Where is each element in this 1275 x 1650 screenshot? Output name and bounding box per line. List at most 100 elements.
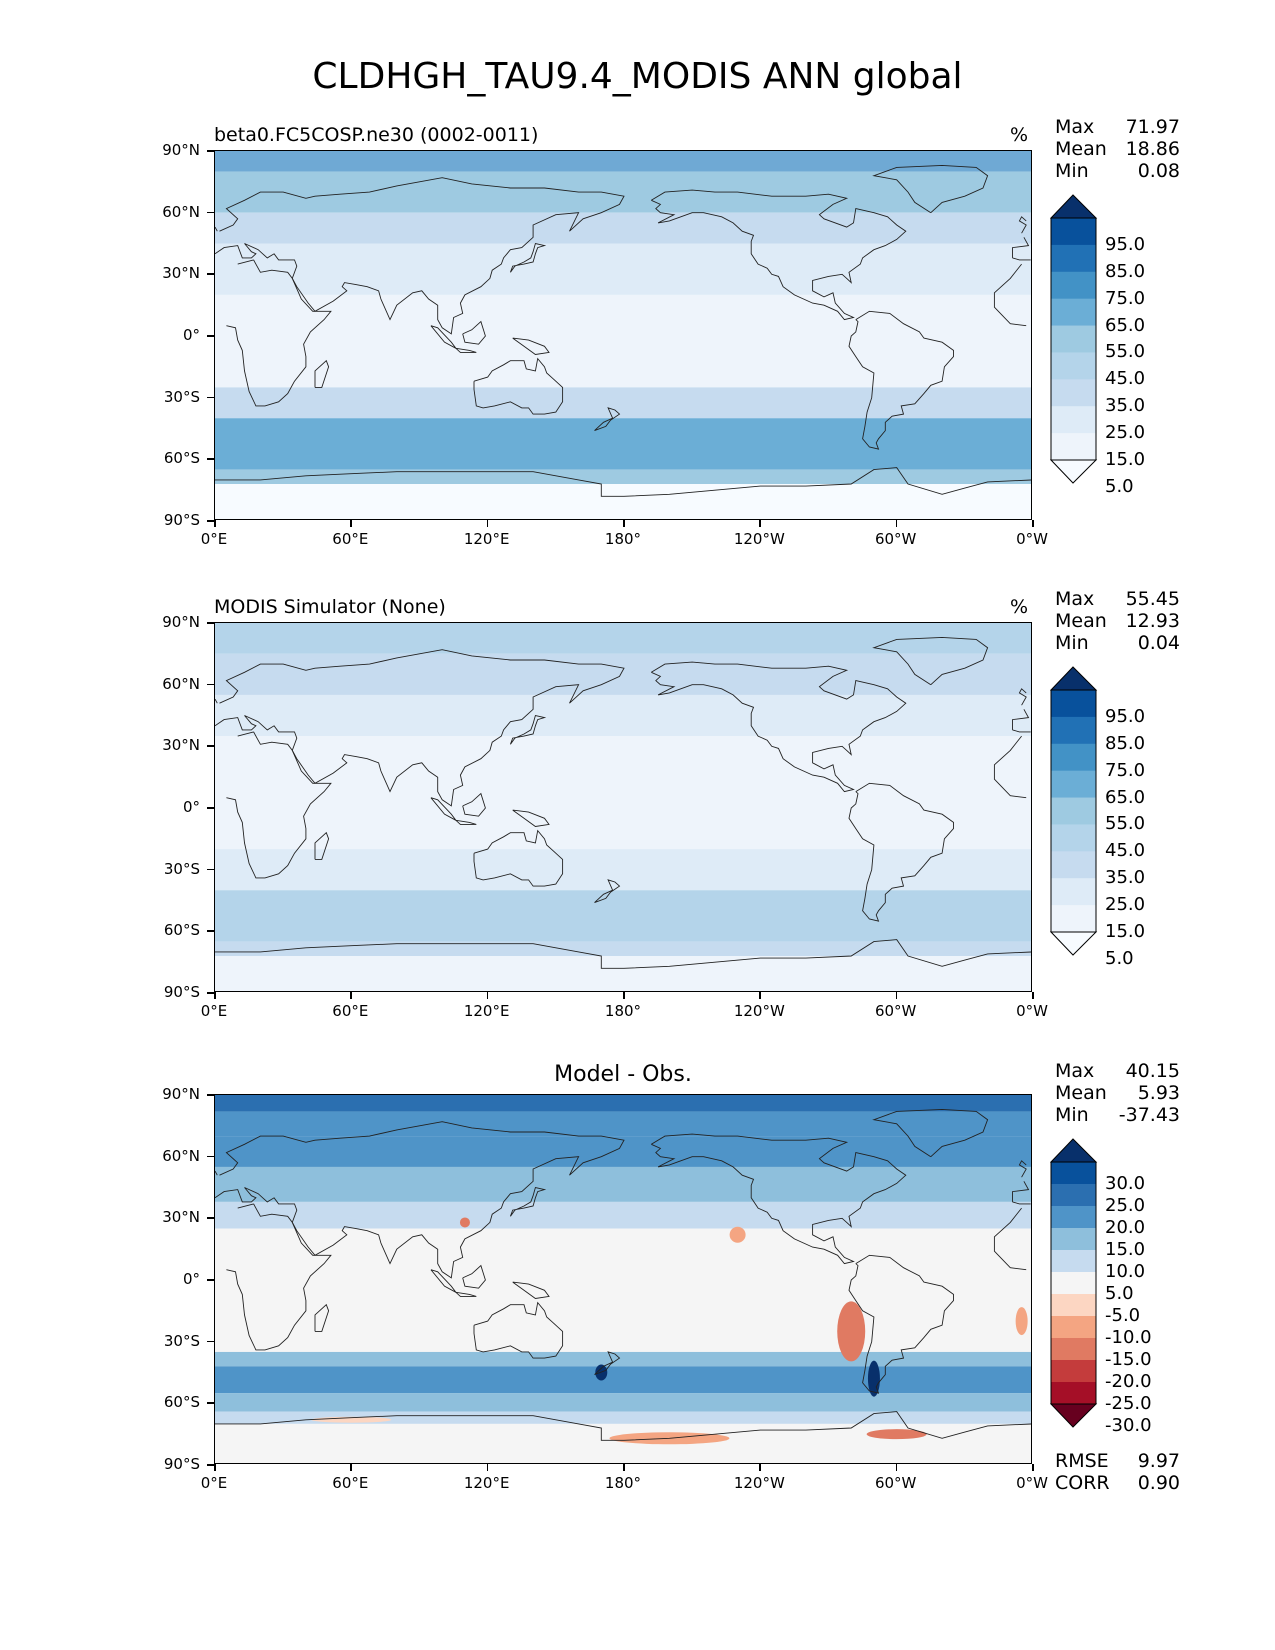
map-svg bbox=[215, 1095, 1031, 1463]
stat-row: Max 71.97 bbox=[1055, 116, 1180, 138]
y-tick-label: 30°S bbox=[163, 859, 200, 878]
contour-band bbox=[215, 469, 1031, 484]
stat-name: RMSE bbox=[1055, 1450, 1109, 1472]
stats-box: Max 40.15 Mean 5.93 Min -37.43 bbox=[1055, 1060, 1180, 1126]
colorbar-tick-label: 15.0 bbox=[1105, 1239, 1146, 1260]
y-tick-label: 30°N bbox=[162, 264, 200, 283]
colorbar-tick-label: 45.0 bbox=[1105, 368, 1146, 390]
y-tick-mark bbox=[207, 211, 214, 214]
anomaly-patch bbox=[866, 1429, 927, 1440]
y-tick-mark bbox=[207, 273, 214, 275]
stat-row: Min 0.08 bbox=[1055, 160, 1180, 182]
coastline bbox=[594, 1351, 621, 1376]
colorbar-tick-label: 5.0 bbox=[1105, 475, 1134, 497]
coastline bbox=[651, 1133, 907, 1265]
colorbar-segment bbox=[1051, 1294, 1096, 1317]
colorbar-segment bbox=[1051, 1228, 1096, 1251]
y-tick-mark bbox=[207, 807, 214, 809]
coastline bbox=[226, 259, 1027, 407]
coastline bbox=[462, 1264, 486, 1289]
panel-title-left: beta0.FC5COSP.ne30 (0002-0011) bbox=[214, 124, 539, 146]
coastline bbox=[872, 164, 989, 214]
colorbar-tick-label: 25.0 bbox=[1105, 894, 1146, 916]
coastline bbox=[594, 407, 621, 432]
contour-band bbox=[215, 171, 1031, 213]
contour-band bbox=[215, 1366, 1031, 1394]
y-tick-mark bbox=[207, 1279, 214, 1281]
stat-value: 0.04 bbox=[1137, 632, 1180, 654]
x-tick-mark bbox=[214, 520, 216, 527]
colorbar-segment bbox=[1051, 1162, 1096, 1185]
coastline bbox=[226, 731, 1027, 879]
colorbar-tick-label: -30.0 bbox=[1105, 1415, 1152, 1436]
colorbar-tick-label: 95.0 bbox=[1105, 233, 1146, 255]
colorbar-segment bbox=[1051, 716, 1096, 745]
x-tick-label: 60°E bbox=[332, 1002, 369, 1020]
contour-band bbox=[215, 890, 1031, 942]
x-tick-mark bbox=[1032, 992, 1034, 999]
coastline bbox=[215, 939, 1031, 969]
x-tick-label: 0°E bbox=[200, 530, 228, 548]
colorbar-segment bbox=[1051, 743, 1096, 772]
colorbar-segment bbox=[1051, 325, 1096, 353]
coastline bbox=[215, 216, 1027, 234]
coastline bbox=[430, 797, 457, 821]
colorbar-tick-label: -10.0 bbox=[1105, 1327, 1152, 1348]
coastline bbox=[215, 688, 1027, 706]
x-tick-label: 120°W bbox=[733, 530, 785, 548]
colorbar-tick-label: 75.0 bbox=[1105, 287, 1146, 309]
x-tick-label: 0°W bbox=[1016, 530, 1048, 548]
y-tick-mark bbox=[207, 868, 214, 871]
x-tick-mark bbox=[759, 520, 761, 527]
contour-band bbox=[215, 653, 1031, 695]
colorbar-segment bbox=[1051, 1206, 1096, 1229]
coastline bbox=[651, 661, 907, 793]
coastline bbox=[594, 879, 621, 904]
colorbar-tick-label: 20.0 bbox=[1105, 1217, 1146, 1238]
coastline bbox=[509, 1186, 547, 1217]
coastline bbox=[473, 829, 564, 887]
stat-row: RMSE 9.97 bbox=[1055, 1450, 1180, 1472]
stat-value: 0.08 bbox=[1137, 160, 1180, 182]
stat-value: 5.93 bbox=[1137, 1082, 1180, 1104]
y-tick-mark bbox=[207, 520, 214, 522]
stat-name: Min bbox=[1055, 160, 1089, 182]
coastline bbox=[462, 792, 486, 817]
stat-row: CORR 0.90 bbox=[1055, 1472, 1180, 1494]
y-tick-mark bbox=[207, 745, 214, 747]
y-tick-mark bbox=[207, 1217, 214, 1219]
contour-band bbox=[215, 1095, 1031, 1112]
coastline bbox=[215, 177, 1031, 335]
x-tick-label: 180° bbox=[604, 1002, 642, 1020]
anomaly-patch bbox=[729, 1226, 746, 1243]
stat-name: Max bbox=[1055, 116, 1095, 138]
colorbar-segment bbox=[1051, 1184, 1096, 1207]
y-tick-label: 30°N bbox=[162, 736, 200, 755]
colorbar-tick-label: 65.0 bbox=[1105, 314, 1146, 336]
stat-name: Mean bbox=[1055, 610, 1107, 632]
colorbar-extend-bottom bbox=[1050, 459, 1098, 484]
contour-band bbox=[215, 736, 1031, 850]
colorbar-segment bbox=[1051, 1250, 1096, 1273]
x-tick-mark bbox=[759, 1464, 761, 1471]
colorbar-segment bbox=[1051, 797, 1096, 825]
colorbar-tick-label: 30.0 bbox=[1105, 1173, 1146, 1194]
y-tick-label: 0° bbox=[182, 326, 200, 344]
x-tick-mark bbox=[486, 520, 489, 527]
contour-band bbox=[215, 1111, 1031, 1137]
figure-title: CLDHGH_TAU9.4_MODIS ANN global bbox=[312, 56, 963, 97]
stat-row: Min -37.43 bbox=[1055, 1104, 1180, 1126]
y-tick-label: 90°N bbox=[162, 613, 200, 631]
colorbar-segment bbox=[1051, 1382, 1096, 1405]
x-tick-mark bbox=[623, 1464, 625, 1471]
panel-title-left: MODIS Simulator (None) bbox=[214, 596, 446, 618]
stat-row: Mean 18.86 bbox=[1055, 138, 1180, 160]
coastline bbox=[314, 1303, 330, 1332]
colorbar-extend-top bbox=[1050, 1138, 1098, 1163]
stat-row: Mean 5.93 bbox=[1055, 1082, 1180, 1104]
colorbar-tick-label: 5.0 bbox=[1105, 1283, 1134, 1304]
y-tick-label: 60°S bbox=[163, 921, 200, 940]
stat-value: 55.45 bbox=[1125, 588, 1180, 610]
contour-band bbox=[215, 294, 1031, 388]
colorbar bbox=[1050, 194, 1098, 484]
